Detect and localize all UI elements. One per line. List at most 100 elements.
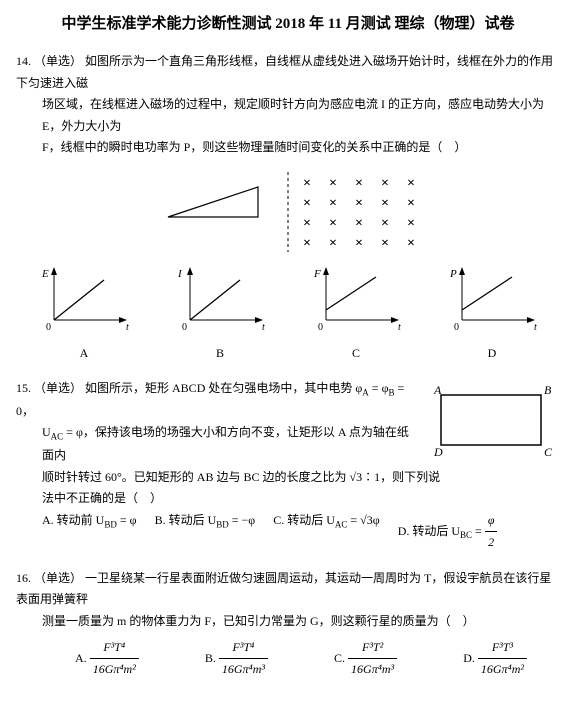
opt-num: F³T⁴ <box>219 637 268 660</box>
label-b: B <box>544 383 552 397</box>
q14-graph-label: D <box>442 343 542 365</box>
opt-fraction: F³T⁴16Gπ⁴m³ <box>219 637 268 681</box>
opt-label: C. <box>334 651 348 665</box>
opt-label: D. <box>463 651 478 665</box>
field-x-icon: × <box>407 196 415 211</box>
field-x-icon: × <box>303 236 311 251</box>
opt-den: 16Gπ⁴m² <box>90 659 139 681</box>
q16-l1: 一卫星绕某一行星表面附近做匀速圆周运动，其运动一周周时为 T，假设宇航员在该行星… <box>16 571 551 607</box>
field-x-icon: × <box>355 236 363 251</box>
q15-l3b: ∶1，则下列说 <box>362 470 440 484</box>
opt-d-frac: φ2 <box>485 510 498 554</box>
svg-text:0: 0 <box>318 322 323 333</box>
svg-text:P: P <box>449 268 457 280</box>
q15-tag: （单选） <box>34 381 82 395</box>
q15-sqrt3: √3 <box>349 470 362 484</box>
field-x-icon: × <box>407 216 415 231</box>
field-x-icon: × <box>381 196 389 211</box>
q15-number: 15. <box>16 381 31 395</box>
q15-rectangle-svg: A B C D <box>426 380 556 460</box>
q15-l4: 法中不正确的是（ ） <box>16 488 560 510</box>
q14-main-svg: ×××××××××××××××××××× <box>138 167 438 257</box>
q14-graph-label: C <box>306 343 406 365</box>
q16-opt-b: B. F³T⁴16Gπ⁴m³ <box>205 637 268 681</box>
q15-opt-b: B. 转动后 UBD = −φ <box>155 510 256 554</box>
field-x-icon: × <box>355 196 363 211</box>
opt-b-sub: BD <box>216 519 229 529</box>
svg-text:F: F <box>313 268 321 280</box>
field-x-icon: × <box>303 196 311 211</box>
svg-text:0: 0 <box>46 322 51 333</box>
q14-tag: （单选） <box>34 54 82 68</box>
opt-d-sub: BC <box>460 530 472 540</box>
opt-d-eq: = <box>472 524 485 538</box>
q14-graph-a: E 0 tA <box>34 265 134 364</box>
opt-den: 16Gπ⁴m³ <box>348 659 397 681</box>
question-15: A B C D 15. （单选） 如图所示，矩形 ABCD 处在匀强电场中，其中… <box>16 378 560 554</box>
q15-l1b: = φ <box>369 381 389 395</box>
svg-text:I: I <box>177 268 183 280</box>
q16-number: 16. <box>16 571 31 585</box>
q16-options: A. F³T⁴16Gπ⁴m²B. F³T⁴16Gπ⁴m³C. F³T²16Gπ⁴… <box>16 637 560 681</box>
opt-b-post: = −φ <box>229 513 255 527</box>
field-x-icon: × <box>329 196 337 211</box>
svg-text:E: E <box>41 268 49 280</box>
q14-text-3: F，线框中的瞬时电功率为 P，则这些物理量随时间变化的关系中正确的是（ ） <box>16 137 560 159</box>
svg-text:t: t <box>262 322 265 333</box>
opt-fraction: F³T²16Gπ⁴m³ <box>348 637 397 681</box>
q16-opt-c: C. F³T²16Gπ⁴m³ <box>334 637 397 681</box>
label-c: C <box>544 445 553 459</box>
q15-l1a: 如图所示，矩形 ABCD 处在匀强电场中，其中电势 φ <box>85 381 362 395</box>
opt-d-den: 2 <box>485 532 498 554</box>
opt-a-pre: A. 转动前 U <box>42 513 104 527</box>
q14-graph-b: I0tB <box>170 265 270 364</box>
field-x-icon: × <box>329 216 337 231</box>
q14-number: 14. <box>16 54 31 68</box>
q14-figure: ×××××××××××××××××××× <box>16 167 560 257</box>
field-x-icon: × <box>329 236 337 251</box>
svg-text:0: 0 <box>182 322 187 333</box>
opt-fraction: F³T³16Gπ⁴m² <box>478 637 527 681</box>
q14-text-1: 如图所示为一个直角三角形线框，自线框从虚线处进入磁场开始计时，线框在外力的作用下… <box>16 54 553 90</box>
svg-text:0: 0 <box>454 322 459 333</box>
opt-fraction: F³T⁴16Gπ⁴m² <box>90 637 139 681</box>
opt-label: A. <box>75 651 90 665</box>
q15-l2b: = φ，保持该电场的场强大小和方向不变，让矩形以 A 点为轴在纸面内 <box>42 425 409 462</box>
q16-opt-a: A. F³T⁴16Gπ⁴m² <box>75 637 139 681</box>
svg-text:t: t <box>126 322 129 333</box>
svg-text:t: t <box>398 322 401 333</box>
rectangle-abcd <box>441 395 541 445</box>
field-x-icon: × <box>329 176 337 191</box>
opt-c-sub: AC <box>335 519 348 529</box>
q14-graph-c: F 0 tC <box>306 265 406 364</box>
q14-text-2: 场区域，在线框进入磁场的过程中，规定顺时针方向为感应电流 I 的正方向，感应电动… <box>16 94 560 137</box>
q15-opt-c: C. 转动后 UAC = √3φ <box>273 510 379 554</box>
question-14: 14. （单选） 如图所示为一个直角三角形线框，自线框从虚线处进入磁场开始计时，… <box>16 51 560 364</box>
label-d: D <box>433 445 443 459</box>
question-16: 16. （单选） 一卫星绕某一行星表面附近做匀速圆周运动，其运动一周周时为 T，… <box>16 568 560 681</box>
svg-text:t: t <box>534 322 537 333</box>
field-x-icon: × <box>381 216 389 231</box>
opt-a-post: = φ <box>117 513 137 527</box>
field-x-icon: × <box>381 176 389 191</box>
field-x-icon: × <box>381 236 389 251</box>
q14-graph-label: A <box>34 343 134 365</box>
label-a: A <box>433 383 442 397</box>
field-x-icon: × <box>355 216 363 231</box>
opt-c-pre: C. 转动后 U <box>273 513 335 527</box>
q15-opt-d: D. 转动后 UBC = φ2 <box>398 510 498 554</box>
triangle-icon <box>168 187 258 217</box>
q15-l2a: U <box>42 425 51 439</box>
field-x-icon: × <box>303 176 311 191</box>
q15-sub-ac: AC <box>51 432 64 442</box>
exam-title: 中学生标准学术能力诊断性测试 2018 年 11 月测试 理综（物理）试卷 <box>16 12 560 33</box>
opt-num: F³T⁴ <box>90 637 139 660</box>
field-x-icon: × <box>303 216 311 231</box>
q14-graph-d: P 0 tD <box>442 265 542 364</box>
opt-d-pre: D. 转动后 U <box>398 524 460 538</box>
opt-d-num: φ <box>485 510 498 533</box>
q16-tag: （单选） <box>34 571 82 585</box>
opt-label: B. <box>205 651 219 665</box>
field-x-icon: × <box>355 176 363 191</box>
field-x-icon: × <box>407 236 415 251</box>
